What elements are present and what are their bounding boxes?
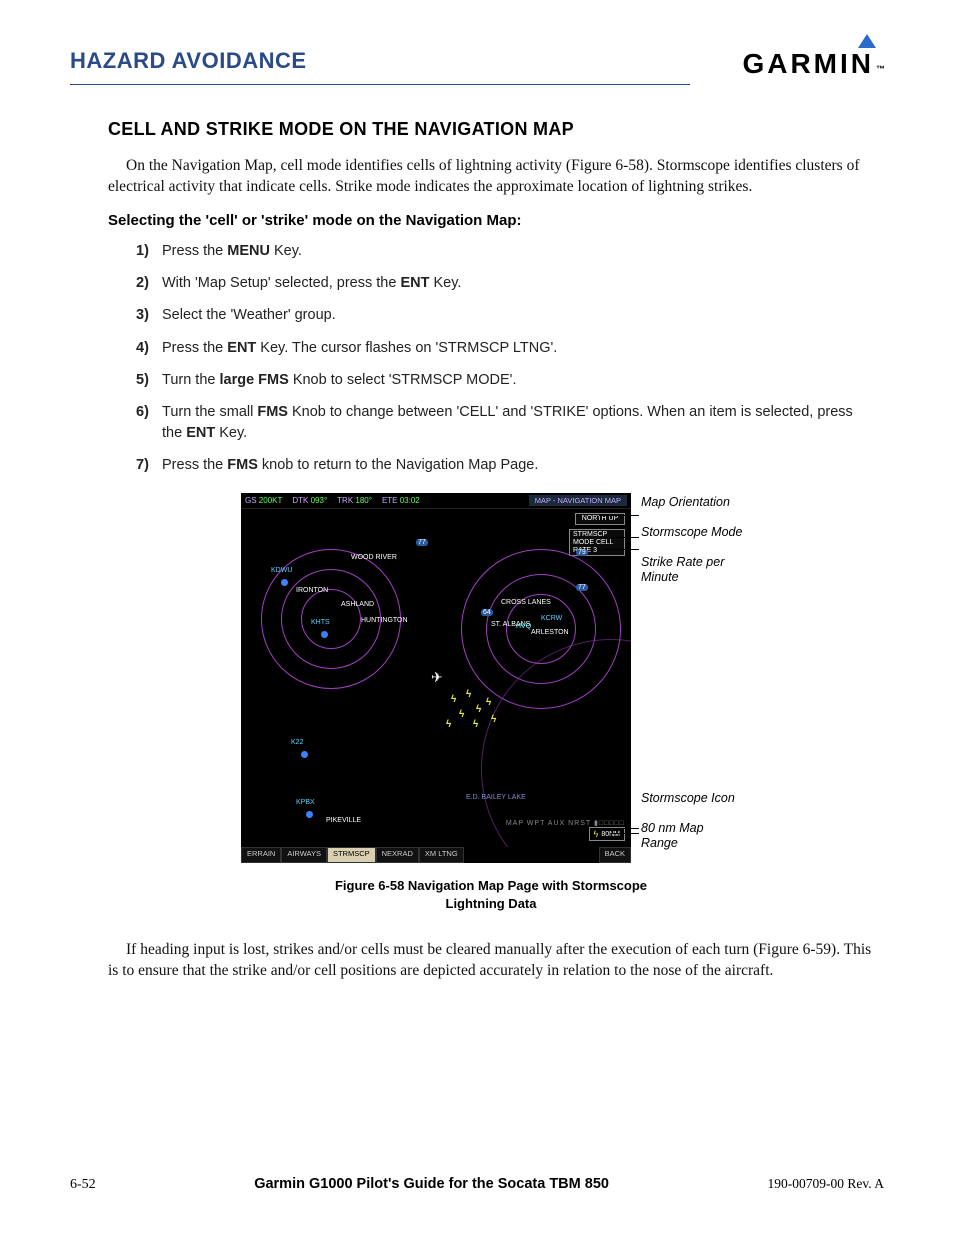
lightning-icon: ϟ [594, 829, 599, 839]
brand-text: GARMIN [742, 48, 874, 79]
footer-rev: 190-00709-00 Rev. A [767, 1176, 884, 1192]
softkey[interactable]: XM LTNG [419, 847, 464, 863]
callout-line [591, 828, 639, 829]
callout-line [599, 515, 639, 516]
outro-paragraph: If heading input is lost, strikes and/or… [108, 940, 874, 982]
softkey[interactable]: NEXRAD [376, 847, 419, 863]
wpt-icon [306, 811, 313, 818]
callout-line [603, 537, 639, 538]
wpt-k22: K22 [291, 739, 303, 746]
logo-triangle-icon [858, 34, 876, 48]
hwy-icon: 79 [576, 549, 588, 556]
section-header-block: HAZARD AVOIDANCE [70, 48, 307, 74]
wpt-icon [301, 751, 308, 758]
step-text: Select the 'Weather' group. [162, 307, 336, 323]
softkey[interactable]: AIRWAYS [281, 847, 327, 863]
step-text: With 'Map Setup' selected, press the ENT… [162, 275, 461, 291]
step-6: 6)Turn the small FMS Knob to change betw… [136, 402, 874, 443]
place-cross: CROSS LANES [501, 599, 551, 606]
place-arleston: ARLESTON [531, 629, 569, 636]
range-box: ϟ 80NM [589, 827, 625, 841]
callout-strike-rate: Strike Rate per Minute [641, 555, 731, 584]
page-header: HAZARD AVOIDANCE GARMIN ™ [70, 48, 884, 80]
place-woodriver: WOOD RIVER [351, 554, 397, 561]
trk-label: TRK 180° [337, 496, 372, 505]
range-value: 80NM [601, 831, 620, 838]
step-1: 1)Press the MENU Key. [136, 241, 874, 261]
map-scale-row: MAP WPT AUX NRST ▮□□□□□ [506, 819, 625, 827]
lightning-icon: ϟ [466, 689, 471, 700]
lightning-icon: ϟ [473, 719, 478, 730]
step-3: 3)Select the 'Weather' group. [136, 305, 874, 325]
callout-line [611, 833, 639, 834]
softkey-active[interactable]: STRMSCP [327, 847, 376, 863]
hwy-icon: 77 [416, 539, 428, 546]
page-number: 6-52 [70, 1177, 96, 1193]
lightning-icon: ϟ [491, 714, 496, 725]
softkey[interactable]: BACK [599, 847, 631, 863]
storm-ring [301, 589, 361, 649]
step-text: Turn the large FMS Knob to select 'STRMS… [162, 372, 516, 388]
wpt-hvq: HVQ [516, 623, 531, 630]
page-footer: 6-52 Garmin G1000 Pilot's Guide for the … [70, 1176, 884, 1193]
brand-logo: GARMIN ™ [742, 48, 884, 80]
lightning-icon: ϟ [486, 697, 491, 708]
ete-label: ETE 03:02 [382, 496, 420, 505]
callout-stormscope-mode: Stormscope Mode [641, 525, 742, 539]
figure-wrap: GS 200KT DTK 093° TRK 180° ETE 03:02 MAP… [108, 493, 874, 863]
figure: GS 200KT DTK 093° TRK 180° ETE 03:02 MAP… [211, 493, 771, 863]
hwy-icon: 77 [576, 584, 588, 591]
map-body: NORTH UP STRMSCP MODE CELL RATE 3 KDWU [241, 509, 631, 847]
place-ashland: ASHLAND [341, 601, 374, 608]
footer-title: Garmin G1000 Pilot's Guide for the Socat… [254, 1176, 609, 1192]
callout-map-orientation: Map Orientation [641, 495, 730, 509]
wpt-khts: KHTS [311, 619, 330, 626]
step-4: 4)Press the ENT Key. The cursor flashes … [136, 338, 874, 358]
step-text: Press the ENT Key. The cursor flashes on… [162, 340, 557, 356]
navigation-map: GS 200KT DTK 093° TRK 180° ETE 03:02 MAP… [241, 493, 631, 863]
wpt-kcrw: KCRW [541, 615, 562, 622]
intro-paragraph: On the Navigation Map, cell mode identif… [108, 156, 874, 198]
header-rule [70, 84, 690, 85]
content: CELL AND STRIKE MODE ON THE NAVIGATION M… [70, 119, 884, 982]
lightning-icon: ϟ [476, 704, 481, 715]
place-huntington: HUNTINGTON [361, 617, 408, 624]
place-pikeville: PIKEVILLE [326, 817, 361, 824]
gs-label: GS 200KT [245, 496, 282, 505]
aircraft-icon: ✈ [431, 669, 443, 686]
wpt-kpbx: KPBX [296, 799, 315, 806]
procedure-title: Selecting the 'cell' or 'strike' mode on… [108, 212, 874, 229]
lightning-icon: ϟ [451, 694, 456, 705]
callout-stormscope-icon: Stormscope Icon [641, 791, 735, 805]
place-bailey: E.D. BAILEY LAKE [466, 794, 526, 801]
map-top-bar: GS 200KT DTK 093° TRK 180° ETE 03:02 MAP… [241, 493, 631, 509]
softkey[interactable]: ERRAIN [241, 847, 281, 863]
place-ironton: IRONTON [296, 587, 328, 594]
callout-line [603, 549, 639, 550]
figure-caption: Figure 6-58 Navigation Map Page with Sto… [108, 877, 874, 912]
hwy-icon: 64 [481, 609, 493, 616]
callout-map-range: 80 nm Map Range [641, 821, 731, 850]
lightning-icon: ϟ [459, 709, 464, 720]
page-title: CELL AND STRIKE MODE ON THE NAVIGATION M… [108, 119, 874, 140]
trademark-icon: ™ [876, 64, 885, 74]
steps-list: 1)Press the MENU Key. 2)With 'Map Setup'… [108, 241, 874, 475]
lightning-icon: ϟ [446, 719, 451, 730]
step-text: Press the MENU Key. [162, 243, 302, 259]
section-title: HAZARD AVOIDANCE [70, 48, 307, 74]
map-title: MAP - NAVIGATION MAP [529, 495, 627, 506]
wpt-kdwu: KDWU [271, 567, 292, 574]
step-2: 2)With 'Map Setup' selected, press the E… [136, 273, 874, 293]
step-text: Press the FMS knob to return to the Navi… [162, 457, 538, 473]
step-7: 7)Press the FMS knob to return to the Na… [136, 455, 874, 475]
dtk-label: DTK 093° [292, 496, 327, 505]
step-text: Turn the small FMS Knob to change betwee… [162, 404, 853, 440]
map-softkey-bar: ERRAIN AIRWAYS STRMSCP NEXRAD XM LTNG BA… [241, 847, 631, 863]
step-5: 5)Turn the large FMS Knob to select 'STR… [136, 370, 874, 390]
page: HAZARD AVOIDANCE GARMIN ™ CELL AND STRIK… [0, 0, 954, 1235]
